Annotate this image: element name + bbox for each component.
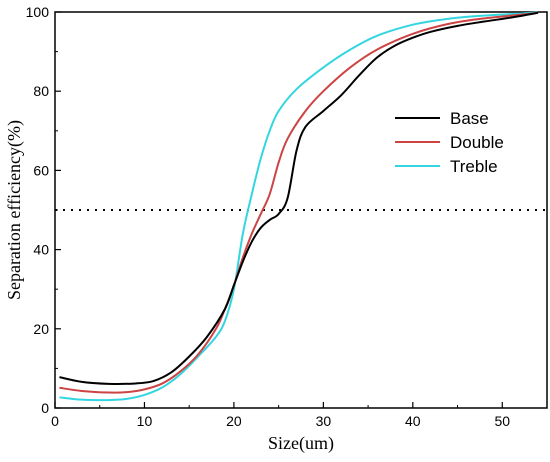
y-tick-label-100: 100 xyxy=(26,4,50,20)
x-tick-label-0: 0 xyxy=(51,413,59,429)
legend-label-treble: Treble xyxy=(450,157,498,176)
legend-label-double: Double xyxy=(450,133,504,152)
y-axis-title: Separation efficiency(%) xyxy=(4,120,25,300)
x-tick-label-10: 10 xyxy=(137,413,153,429)
series-line-treble xyxy=(59,11,539,402)
y-tick-label-80: 80 xyxy=(33,83,49,99)
axis-ticks: 0 10 20 30 40 50 0 20 40 60 80 100 xyxy=(26,4,511,429)
legend: Base Double Treble xyxy=(395,109,504,176)
x-axis-title: Size(um) xyxy=(268,433,334,454)
x-tick-label-40: 40 xyxy=(405,413,421,429)
y-tick-label-0: 0 xyxy=(41,400,49,416)
x-tick-label-50: 50 xyxy=(494,413,510,429)
series-lines xyxy=(59,11,539,402)
series-line-double xyxy=(59,11,539,394)
series-line-base xyxy=(59,11,539,385)
y-tick-label-40: 40 xyxy=(33,242,49,258)
x-tick-label-30: 30 xyxy=(316,413,332,429)
y-tick-label-60: 60 xyxy=(33,162,49,178)
y-tick-label-20: 20 xyxy=(33,321,49,337)
legend-label-base: Base xyxy=(450,109,489,128)
x-tick-label-20: 20 xyxy=(226,413,242,429)
